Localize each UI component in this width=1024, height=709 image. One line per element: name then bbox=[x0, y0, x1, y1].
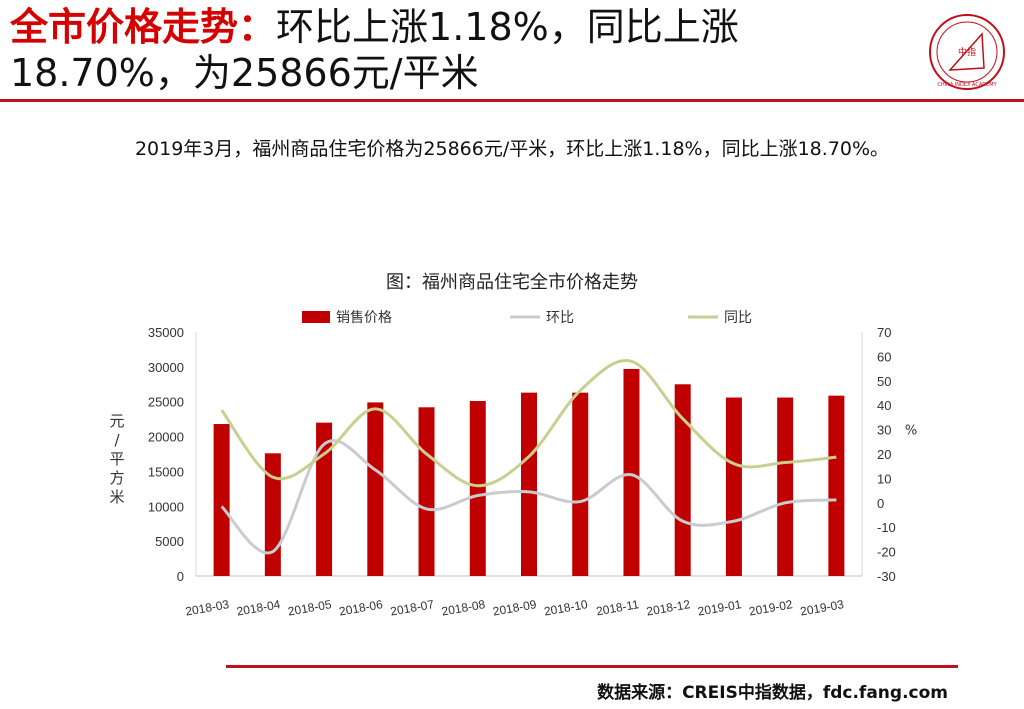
x-tick-label: 2018-09 bbox=[492, 597, 538, 618]
title-rest: 环比上涨1.18%，同比上涨 bbox=[276, 5, 739, 49]
y2-tick-label: -10 bbox=[877, 520, 896, 535]
x-tick-label: 2018-11 bbox=[595, 597, 640, 618]
bar-2018-10 bbox=[572, 392, 589, 576]
x-tick-label: 2018-12 bbox=[645, 597, 691, 618]
y2-tick-label: 50 bbox=[877, 374, 891, 389]
y-axis-label-char: 平 bbox=[109, 450, 124, 468]
y2-axis-label: % bbox=[905, 424, 917, 439]
bar-2019-02 bbox=[777, 397, 794, 576]
footer-divider bbox=[226, 665, 958, 668]
series-line-mom bbox=[220, 439, 837, 555]
bar-2018-07 bbox=[418, 407, 435, 576]
legend-label-mom: 环比 bbox=[546, 310, 574, 326]
y2-tick-label: -30 bbox=[877, 569, 896, 584]
y2-tick-label: 20 bbox=[877, 447, 891, 462]
bar-2018-12 bbox=[674, 384, 691, 576]
y-axis-label-char: 米 bbox=[109, 488, 124, 506]
x-tick-label: 2019-02 bbox=[748, 597, 794, 618]
logo-text: CHINA INDEX ACADEMY bbox=[937, 82, 997, 88]
page-title: 全市价格走势：环比上涨1.18%，同比上涨 18.70%，为25866元/平米 bbox=[10, 4, 910, 96]
y-tick-label: 20000 bbox=[148, 430, 184, 445]
x-tick-label: 2018-05 bbox=[287, 597, 333, 618]
y2-tick-label: 60 bbox=[877, 349, 891, 364]
y2-tick-label: 0 bbox=[877, 496, 884, 511]
legend-swatch-price bbox=[302, 311, 330, 323]
x-tick-label: 2018-07 bbox=[389, 597, 435, 618]
legend-label-yoy: 同比 bbox=[724, 310, 752, 326]
bar-2018-09 bbox=[521, 392, 537, 576]
y2-tick-label: -20 bbox=[877, 545, 896, 560]
bar-2018-05 bbox=[316, 422, 333, 576]
y2-tick-label: 40 bbox=[877, 398, 891, 413]
y-axis-label-char: 元 bbox=[109, 412, 124, 430]
data-source: 数据来源：CREIS中指数据，fdc.fang.com bbox=[597, 683, 948, 703]
x-tick-label: 2018-10 bbox=[543, 597, 589, 618]
bar-2019-03 bbox=[828, 395, 845, 576]
china-index-academy-logo: 中指 CHINA INDEX ACADEMY bbox=[929, 14, 1005, 90]
bar-2019-01 bbox=[725, 397, 742, 576]
y-tick-label: 5000 bbox=[155, 534, 184, 549]
y-tick-label: 35000 bbox=[148, 325, 184, 340]
x-tick-label: 2018-03 bbox=[184, 597, 230, 618]
x-tick-label: 2018-08 bbox=[440, 597, 486, 618]
chart-title: 图：福州商品住宅全市价格走势 bbox=[386, 272, 638, 293]
title-prefix: 全市价格走势： bbox=[10, 5, 277, 49]
bar-2018-03 bbox=[213, 424, 230, 576]
x-tick-label: 2019-03 bbox=[799, 597, 845, 618]
bar-2018-08 bbox=[469, 401, 486, 576]
summary-text: 2019年3月，福州商品住宅价格为25866元/平米，环比上涨1.18%，同比上… bbox=[134, 138, 890, 160]
legend-label-price: 销售价格 bbox=[336, 310, 392, 326]
x-tick-label: 2018-04 bbox=[236, 597, 282, 618]
y-tick-label: 10000 bbox=[148, 499, 184, 514]
y2-tick-label: 70 bbox=[877, 325, 891, 340]
logo-label: 中指 bbox=[958, 46, 976, 58]
x-tick-label: 2018-06 bbox=[338, 597, 384, 618]
bar-2018-06 bbox=[367, 402, 384, 576]
y-tick-label: 25000 bbox=[148, 395, 184, 410]
x-tick-label: 2019-01 bbox=[697, 597, 743, 618]
y-tick-label: 0 bbox=[177, 569, 184, 584]
bar-2018-04 bbox=[264, 453, 281, 576]
series-line-yoy bbox=[220, 359, 837, 488]
y-tick-label: 15000 bbox=[148, 464, 184, 479]
bar-2018-11 bbox=[623, 368, 640, 576]
y2-tick-label: 10 bbox=[877, 471, 891, 486]
y-axis-label-char: / bbox=[114, 431, 120, 449]
y2-tick-label: 30 bbox=[877, 423, 891, 438]
y-tick-label: 30000 bbox=[148, 360, 184, 375]
y-axis-label-char: 方 bbox=[109, 469, 124, 487]
title-divider bbox=[0, 99, 1024, 102]
title-line2: 18.70%，为25866元/平米 bbox=[10, 51, 479, 95]
